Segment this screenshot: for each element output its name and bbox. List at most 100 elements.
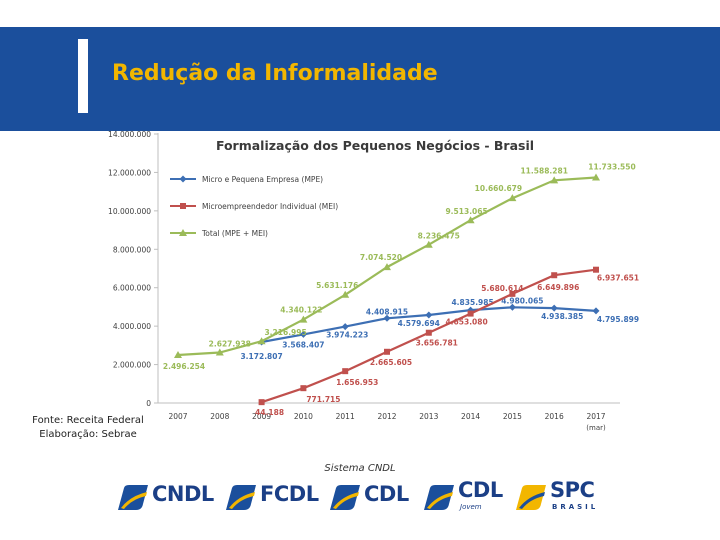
data-label: 44.188 [255, 408, 284, 417]
data-point [215, 348, 224, 356]
y-tick-label: 4.000.000 [113, 322, 151, 331]
data-point [384, 348, 390, 355]
data-point [300, 385, 307, 392]
cdl-logo: CDL [328, 482, 409, 514]
fcdl-swoosh-icon [226, 485, 256, 510]
cdl-jovem-swoosh-icon [424, 485, 454, 510]
data-point [508, 303, 516, 311]
data-label: 4.653.080 [445, 318, 487, 327]
data-label: 6.649.896 [537, 283, 579, 292]
x-tick-label: 2013 [419, 412, 438, 421]
data-point [593, 266, 599, 273]
data-point [466, 216, 475, 224]
data-label: 4.340.122 [280, 306, 322, 315]
x-tick-label: 2014 [461, 412, 480, 421]
chart-title: Formalização dos Pequenos Negócios - Bra… [216, 138, 534, 153]
data-label: 771.715 [306, 395, 340, 404]
data-label: 8.236.475 [418, 232, 460, 241]
cdl-logo-text: CDL [364, 482, 409, 506]
cdl-swoosh-icon [330, 485, 360, 510]
data-label: 2.627.938 [209, 340, 251, 349]
legend-marker [179, 229, 187, 236]
data-point [258, 399, 265, 406]
cndl-logo: CNDL [116, 482, 216, 514]
data-point [299, 330, 307, 338]
data-point [257, 337, 266, 345]
spc-brasil-logo: SPC BRASIL [514, 478, 604, 514]
cndl-swoosh-icon [118, 485, 148, 510]
data-point [425, 311, 433, 319]
y-tick-label: 2.000.000 [113, 361, 151, 370]
data-point [342, 368, 349, 375]
x-tick-label: 2016 [545, 412, 564, 421]
x-tick-label: 2015 [503, 412, 522, 421]
cdl-jovem-logo-text: CDL [458, 478, 503, 502]
y-tick-label: 14.000.000 [108, 131, 151, 139]
data-label: 11.733.550 [588, 163, 635, 172]
data-label: 10.660.679 [475, 184, 522, 193]
fcdl-logo-text: FCDL [260, 482, 319, 506]
spc-logo-text: SPC [550, 478, 595, 502]
cdl-jovem-logo: CDL Jovem [422, 478, 503, 514]
cdl-jovem-sub-text: Jovem [460, 503, 482, 511]
data-label: 2.496.254 [163, 362, 205, 371]
data-label: 4.795.899 [597, 315, 639, 324]
data-point [424, 240, 433, 248]
data-point [592, 173, 600, 181]
legend-marker [179, 175, 187, 183]
title-accent-bar [78, 39, 88, 113]
data-label: 11.588.281 [520, 166, 567, 175]
data-point [467, 310, 474, 317]
data-label: 3.172.807 [240, 352, 282, 361]
data-point [425, 329, 432, 336]
y-tick-label: 8.000.000 [113, 245, 151, 254]
page-title: Redução da Informalidade [112, 61, 438, 86]
data-point [467, 306, 475, 314]
data-label: 4.579.694 [398, 319, 440, 328]
y-tick-label: 6.000.000 [113, 284, 151, 293]
x-tick-label: 2011 [336, 412, 355, 421]
data-point [299, 315, 308, 323]
data-label: 4.835.985 [451, 298, 493, 307]
data-point [508, 194, 517, 202]
data-point [509, 290, 516, 297]
x-tick-label: 2012 [377, 412, 396, 421]
data-label: 1.656.953 [336, 378, 378, 387]
source-line: Fonte: Receita Federal [32, 415, 144, 426]
data-point [550, 304, 558, 312]
legend-label: Micro e Pequena Empresa (MPE) [202, 175, 323, 184]
legend-label: Microempreendedor Individual (MEI) [202, 202, 338, 211]
data-label: 5.631.176 [316, 281, 358, 290]
x-tick-note: (mar) [586, 424, 606, 432]
data-point [383, 314, 391, 322]
data-label: 4.938.385 [541, 312, 583, 321]
formalization-line-chart: 0 2.000.000 4.000.000 6.000.000 8.000.000 10.… [108, 131, 639, 432]
y-tick-label: 10.000.000 [108, 207, 151, 216]
x-tick-label: 2008 [210, 412, 229, 421]
legend-label: Total (MPE + MEI) [201, 229, 268, 238]
data-label: 6.937.651 [597, 274, 639, 283]
x-tick-label: 2007 [168, 412, 187, 421]
spc-brasil-sub-text: BRASIL [552, 503, 599, 511]
data-point [592, 307, 600, 315]
y-tick-label: 12.000.000 [108, 168, 151, 177]
data-point [383, 263, 391, 271]
data-point [550, 176, 559, 184]
data-label: 9.513.065 [445, 207, 487, 216]
data-label: 7.074.520 [360, 253, 402, 262]
data-label: 4.980.065 [501, 296, 543, 305]
cndl-logo-text: CNDL [152, 482, 214, 506]
spc-swoosh-icon [516, 485, 546, 510]
data-point [174, 351, 182, 359]
title-banner: Redução da Informalidade [0, 27, 720, 131]
data-label: 3.974.223 [326, 331, 368, 340]
data-label: 4.408.915 [366, 307, 408, 316]
x-tick-label: 2009 [252, 412, 271, 421]
data-label: 5.680.614 [481, 284, 523, 293]
partner-logos: Sistema CNDL CNDL FCDL CDL CDL Jovem [0, 460, 720, 520]
y-tick-label: 0 [146, 399, 151, 408]
data-label: 3.656.781 [416, 339, 458, 348]
x-tick-label: 2010 [294, 412, 313, 421]
data-point [341, 323, 349, 331]
data-label: 3.568.407 [282, 340, 324, 349]
